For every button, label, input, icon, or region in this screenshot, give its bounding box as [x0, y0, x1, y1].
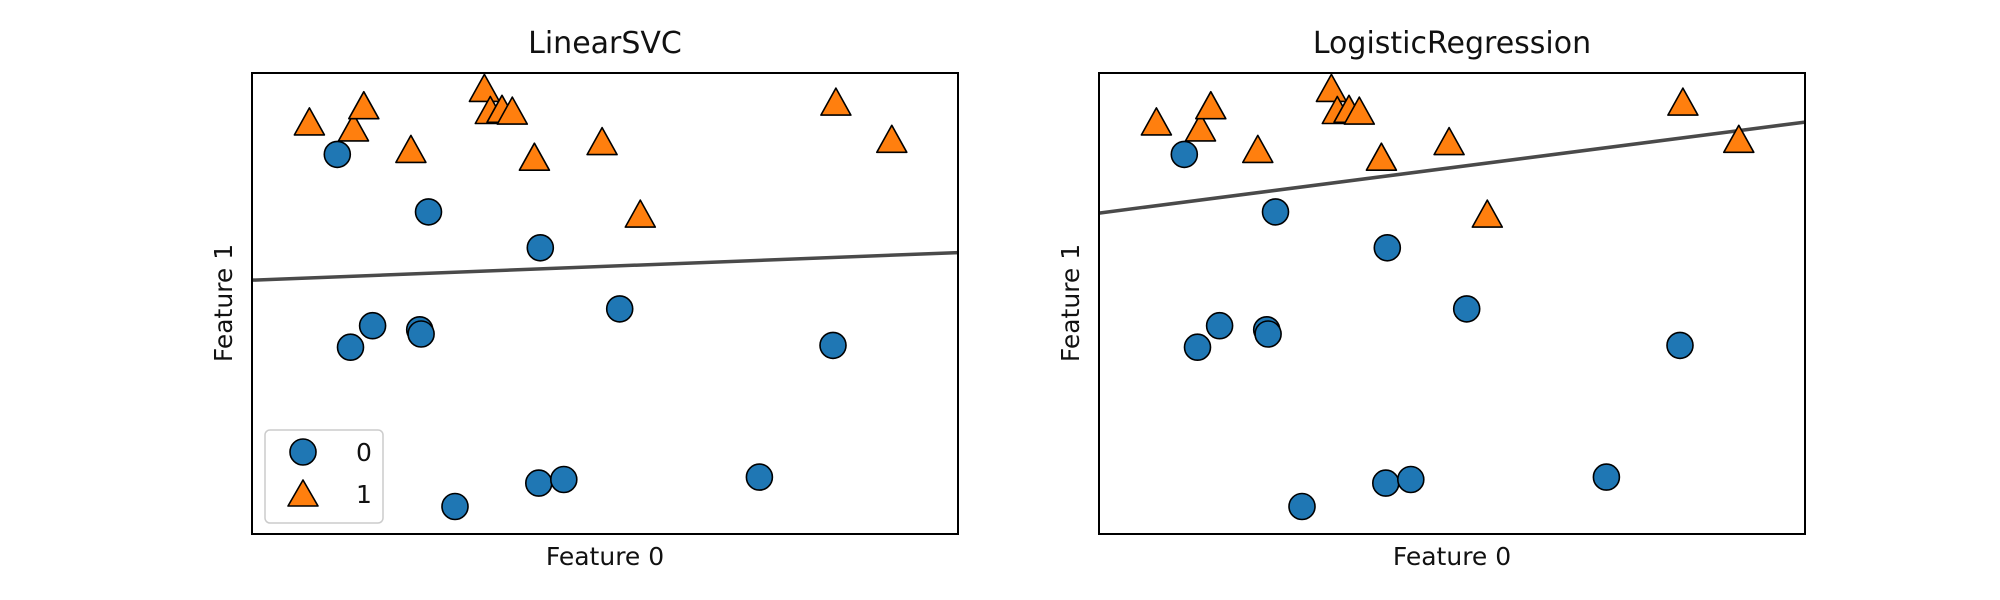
point-class-0-11: [745, 463, 774, 491]
point-class-0-12: [819, 331, 847, 360]
point-class-1-4: [468, 73, 501, 103]
point-class-0-10: [605, 295, 634, 323]
point-class-1-9: [1433, 126, 1465, 156]
point-class-0-7: [1372, 469, 1400, 497]
point-class-0-9: [549, 465, 578, 494]
point-class-0-12: [1666, 331, 1694, 360]
point-class-1-10: [624, 199, 657, 228]
point-class-1-0: [293, 107, 326, 136]
point-class-1-3: [1242, 134, 1274, 164]
x-axis-label: Feature 0: [1393, 542, 1511, 571]
point-class-1-9: [586, 126, 618, 156]
point-class-0-2: [358, 311, 387, 340]
point-class-0-0: [1170, 140, 1199, 169]
point-class-1-7: [496, 96, 529, 125]
point-class-1-8: [518, 142, 551, 171]
point-class-0-1: [1183, 333, 1212, 362]
plot-area: [1098, 73, 1806, 521]
x-axis-label: Feature 0: [546, 542, 664, 571]
point-class-1-12: [1723, 124, 1755, 154]
point-class-0-8: [1373, 234, 1402, 262]
point-class-0-0: [323, 140, 352, 169]
decision-boundary-line: [1098, 120, 1806, 215]
point-class-0-1: [336, 333, 365, 362]
point-class-0-4: [1254, 320, 1282, 348]
point-class-1-1: [337, 113, 370, 142]
subplot-linearsvc: LinearSVC Feature 0 Feature 1 0 1: [209, 26, 959, 571]
point-class-1-0: [1140, 107, 1173, 136]
point-class-1-7: [1343, 96, 1376, 125]
legend-label-class-1: 1: [356, 480, 372, 509]
chart-title: LinearSVC: [528, 26, 682, 61]
chart-title: LogisticRegression: [1313, 26, 1591, 61]
point-class-0-10: [1452, 295, 1481, 323]
legend-marker-class-0: [289, 438, 317, 466]
point-class-1-10: [1471, 199, 1504, 228]
y-axis-label: Feature 1: [1056, 244, 1085, 362]
point-class-1-2: [1195, 90, 1227, 120]
point-class-1-11: [820, 87, 852, 116]
point-class-0-5: [414, 198, 443, 226]
point-class-0-6: [441, 492, 469, 521]
decision-boundary-line: [251, 250, 959, 282]
point-class-0-7: [524, 469, 553, 497]
axes-frame: [251, 72, 959, 535]
point-class-0-9: [1397, 465, 1425, 494]
point-class-1-4: [1315, 73, 1348, 103]
y-axis-label: Feature 1: [209, 244, 238, 362]
point-class-1-8: [1365, 142, 1398, 171]
point-class-1-12: [875, 124, 908, 154]
legend-marker-class-1: [287, 479, 319, 507]
point-class-0-6: [1288, 492, 1316, 521]
legend: 0 1: [264, 429, 384, 524]
point-class-0-5: [1261, 198, 1290, 226]
point-class-1-1: [1184, 113, 1217, 142]
legend-label-class-0: 0: [356, 438, 372, 467]
plot-area: [251, 73, 959, 521]
point-class-0-2: [1205, 311, 1234, 340]
point-class-0-11: [1592, 463, 1621, 491]
point-class-0-4: [407, 320, 435, 348]
subplot-logisticregression: LogisticRegression Feature 0 Feature 1: [1056, 26, 1806, 571]
point-class-1-2: [347, 90, 380, 120]
point-class-1-3: [395, 134, 427, 164]
point-class-0-8: [526, 234, 555, 262]
axes-frame: [1098, 72, 1806, 535]
point-class-1-11: [1667, 87, 1699, 116]
